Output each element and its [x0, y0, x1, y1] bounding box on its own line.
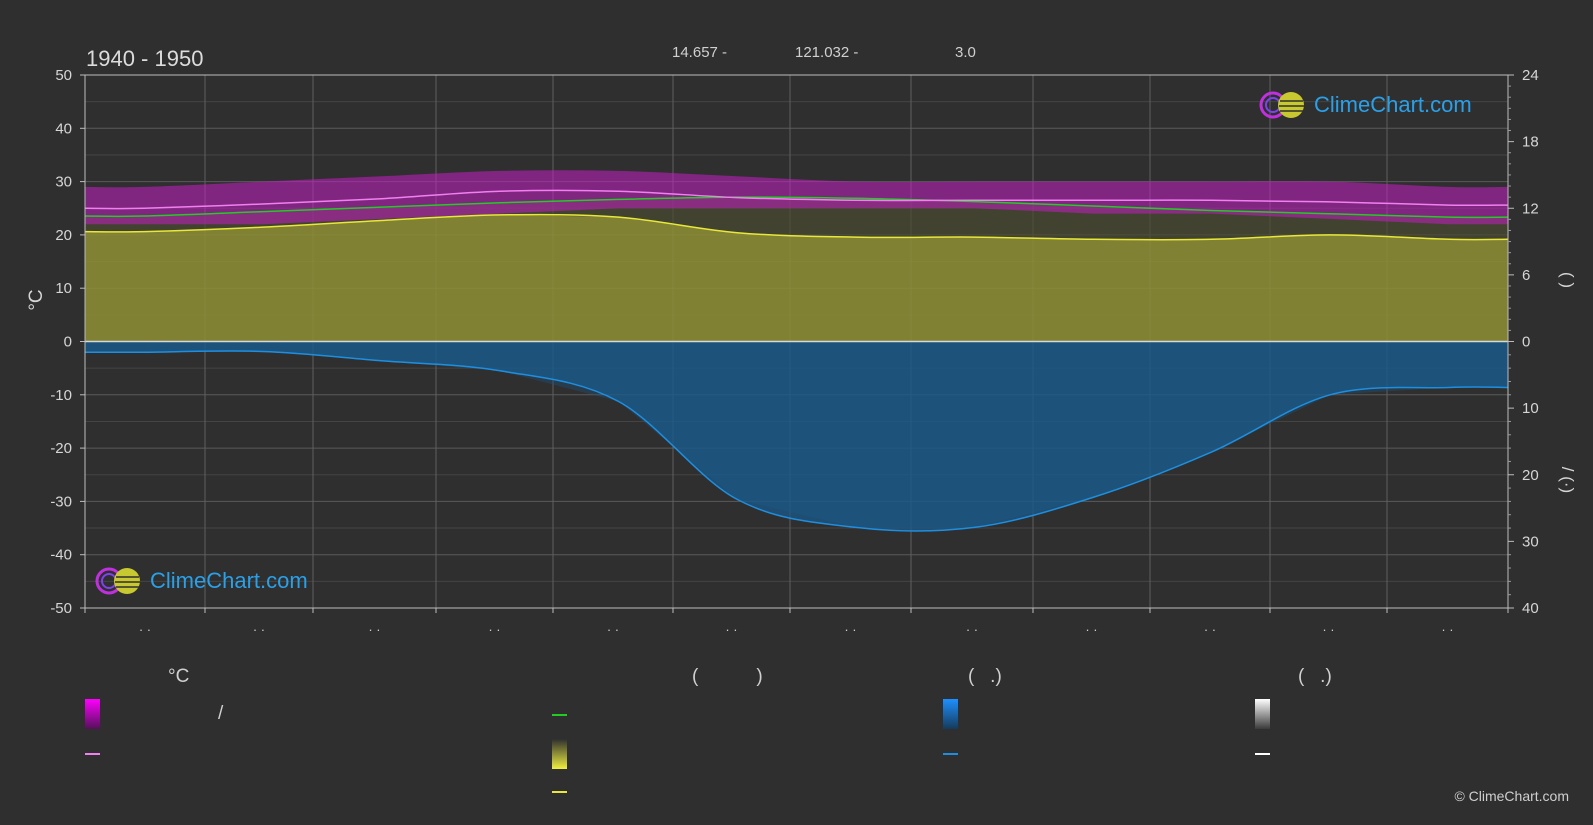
right-top-tick-label: 0 [1522, 334, 1530, 351]
axes: 50 40 30 20 10 0 -10 -20 -30 -40 -50 24 18 12 6 0 10 20 30… [26, 67, 1577, 637]
left-tick-label: -40 [50, 547, 72, 564]
right-bottom-tick-label: 10 [1522, 400, 1539, 417]
legend-temp-range-slash: / [218, 703, 224, 724]
daylight-line [85, 196, 1508, 219]
legend-header-daylight: ( ) [692, 666, 763, 687]
sunshine-line [85, 213, 1508, 241]
chart-title-period: 1940 - 1950 [86, 46, 204, 71]
logo-icon [95, 567, 140, 595]
left-tick-label: -20 [50, 440, 72, 457]
left-axis-unit: °C [26, 289, 47, 310]
rain-area [85, 341, 1508, 532]
right-top-axis-label: ( ) [1558, 272, 1577, 288]
rain-line [85, 350, 1508, 532]
month-label: · · [488, 622, 500, 637]
sunshine-area [85, 214, 1508, 342]
data-layer [85, 170, 1508, 532]
right-bottom-tick-label: 40 [1522, 600, 1539, 617]
month-label: · · [368, 622, 380, 637]
left-tick-label: -50 [50, 600, 72, 617]
legend-swatch-temp-range [85, 699, 100, 729]
left-tick-label: -30 [50, 493, 72, 510]
right-bottom-tick-label: 20 [1522, 467, 1539, 484]
logo-bottom-left[interactable]: ClimeChart.com [94, 565, 308, 597]
coord-elevation: 3.0 [955, 44, 976, 61]
left-tick-label: 30 [55, 174, 72, 191]
legend-swatch-snow [1255, 699, 1270, 729]
month-label: · · [844, 622, 856, 637]
legend-header-temperature: °C [168, 666, 190, 687]
month-label: · · [1322, 622, 1334, 637]
month-label: · · [725, 622, 737, 637]
month-label: · · [253, 622, 265, 637]
logo-top-right[interactable]: ClimeChart.com [1258, 89, 1472, 121]
left-tick-label: 20 [55, 227, 72, 244]
legend-header-snow: ( .) [1298, 666, 1332, 687]
coord-longitude: 121.032 - [795, 44, 859, 61]
left-tick-label: -10 [50, 387, 72, 404]
left-tick-label: 40 [55, 120, 72, 137]
left-tick-label: 0 [64, 334, 72, 351]
legend-swatches [85, 699, 1270, 793]
legend-header-precipitation: ( .) [968, 666, 1002, 687]
month-label: · · [1441, 622, 1453, 637]
right-top-tick-label: 12 [1522, 200, 1539, 217]
logo-text: ClimeChart.com [150, 568, 308, 593]
month-label: · · [607, 622, 619, 637]
right-bottom-axis-label: / (·) [1558, 467, 1577, 493]
right-top-tick-label: 18 [1522, 134, 1539, 151]
right-top-tick-label: 24 [1522, 67, 1539, 84]
right-bottom-tick-label: 30 [1522, 533, 1539, 550]
left-tick-label: 10 [55, 280, 72, 297]
logo-icon [1259, 91, 1304, 119]
logo-text: ClimeChart.com [1314, 92, 1472, 117]
legend-swatch-rain [943, 699, 958, 729]
month-label: · · [966, 622, 978, 637]
right-top-tick-label: 6 [1522, 267, 1530, 284]
month-label: · · [1204, 622, 1216, 637]
left-tick-label: 50 [55, 67, 72, 84]
legend-swatch-sunshine [552, 739, 567, 769]
month-label: · · [139, 622, 151, 637]
coord-latitude: 14.657 - [672, 44, 728, 61]
copyright: © ClimeChart.com [1454, 788, 1569, 804]
month-label: · · [1085, 622, 1097, 637]
mean-temperature-line [85, 189, 1508, 210]
